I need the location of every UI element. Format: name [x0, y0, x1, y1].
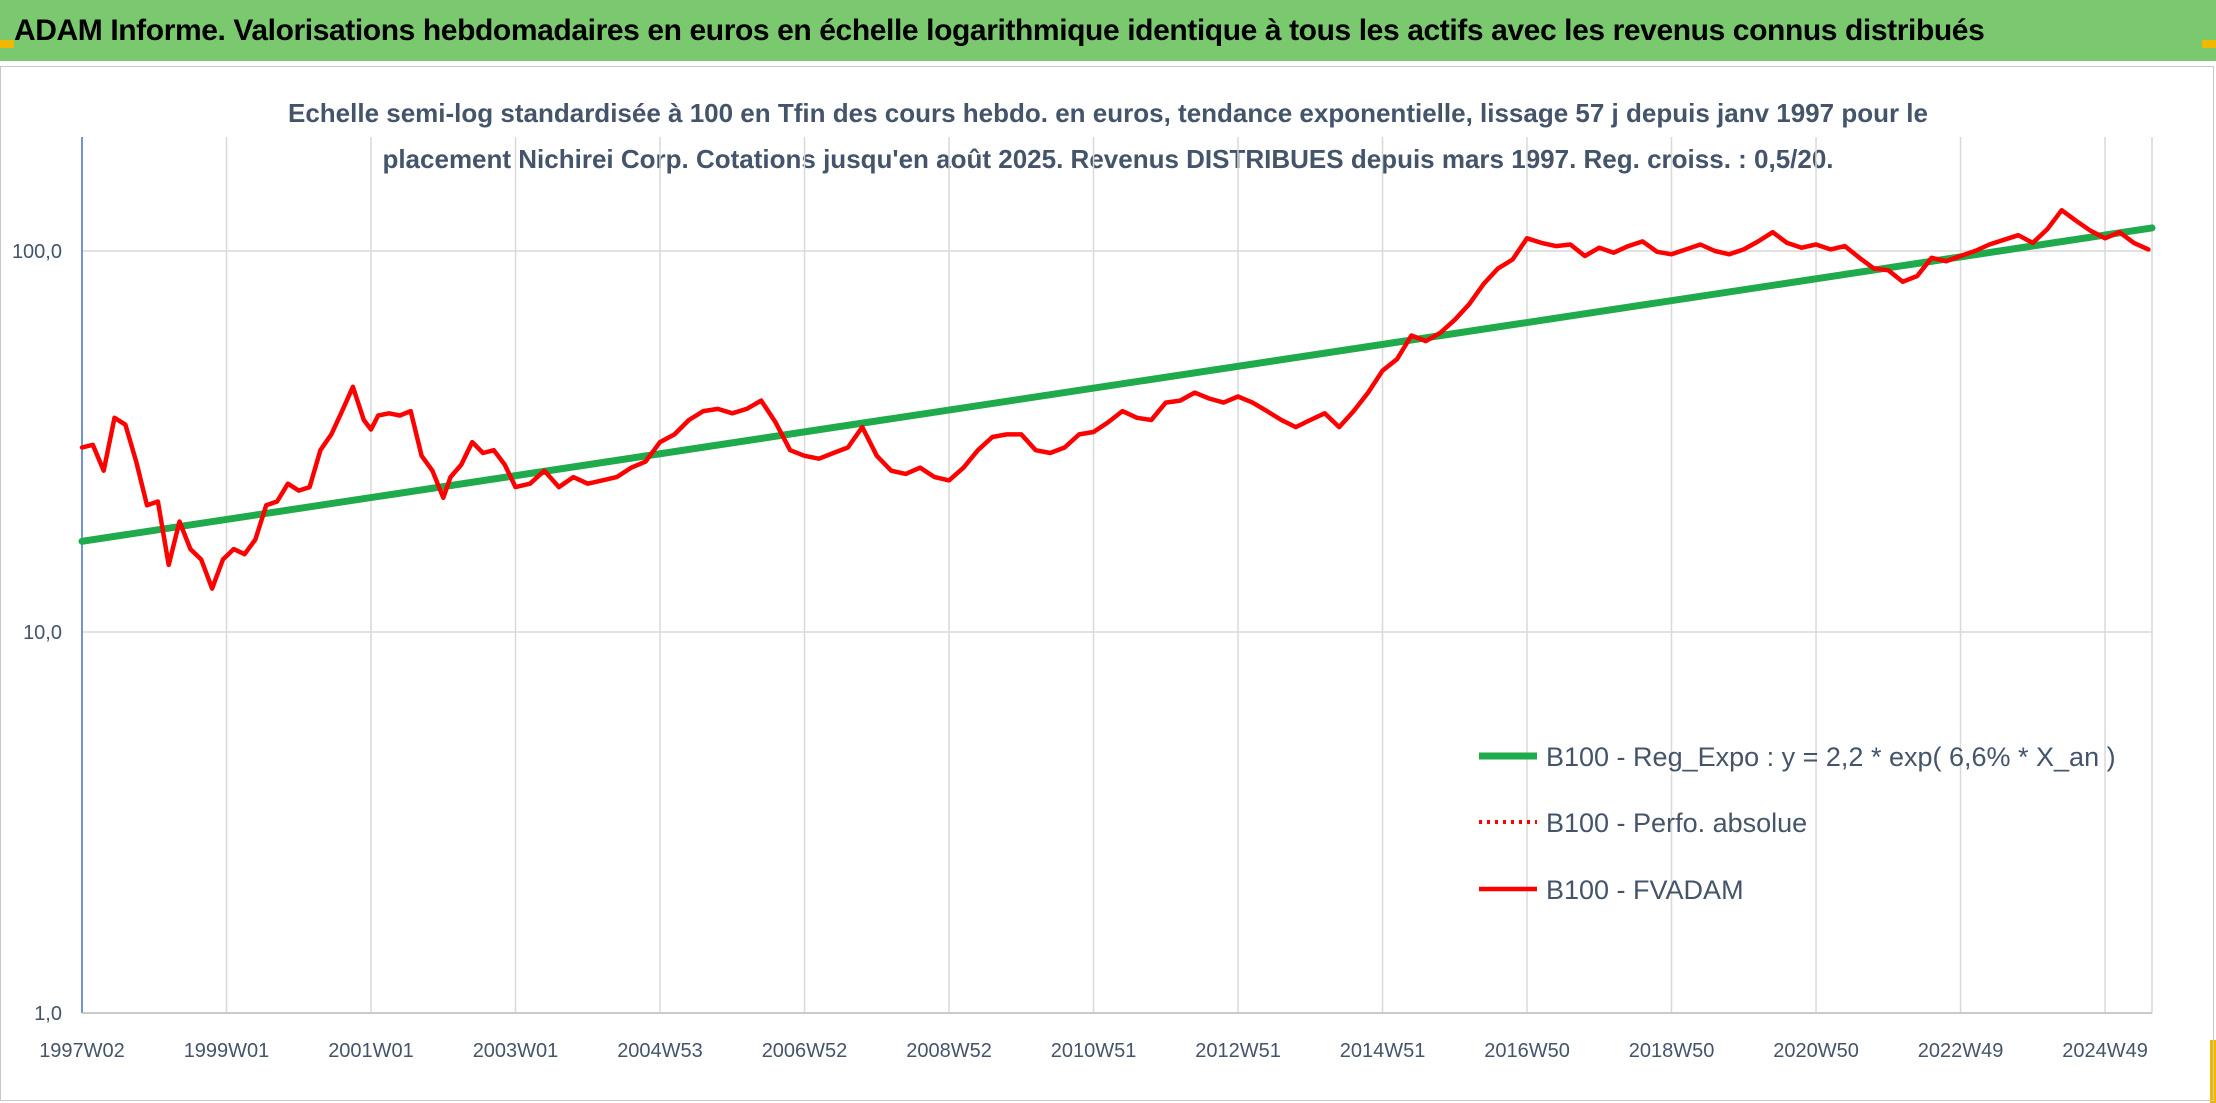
chart-subtitle-line-1: Echelle semi-log standardisée à 100 en T…	[287, 98, 1928, 128]
gridlines	[82, 137, 2153, 1014]
x-tick-label: 2010W51	[1051, 1040, 1137, 1062]
corner-accent-top-right	[2202, 40, 2216, 48]
x-tick-label: 1997W02	[39, 1040, 125, 1062]
y-tick-label: 100,0	[12, 241, 62, 263]
x-tick-label: 2006W52	[762, 1040, 848, 1062]
fvadam-line	[79, 207, 2151, 591]
x-tick-label: 2016W50	[1484, 1040, 1570, 1062]
y-tick-labels: 1,0 10,0 100,0	[12, 241, 62, 1025]
x-tick-label: 2001W01	[328, 1040, 414, 1062]
legend-item-perfo-absolue: B100 - Perfo. absolue	[1546, 808, 1807, 838]
chart-subtitle-line-2: placement Nichirei Corp. Cotations jusqu…	[382, 144, 1834, 174]
x-tick-labels: 1997W02 1999W01 2001W01 2003W01 2004W53 2006W…	[39, 1040, 2148, 1062]
x-tick-label: 2018W50	[1629, 1040, 1715, 1062]
x-tick-label: 2004W53	[617, 1040, 703, 1062]
x-tick-label: 1999W01	[184, 1040, 270, 1062]
axes	[81, 137, 2152, 1014]
legend-item-fvadam: B100 - FVADAM	[1546, 875, 1744, 905]
report-title: ADAM Informe. Valorisations hebdomadaire…	[14, 13, 1985, 47]
x-tick-label: 2022W49	[1918, 1040, 2004, 1062]
chart-frame	[0, 66, 2214, 1101]
corner-accent-top-left	[0, 40, 14, 48]
x-tick-label: 2008W52	[906, 1040, 992, 1062]
y-tick-label: 10,0	[23, 622, 62, 644]
regression-line	[78, 224, 2156, 545]
legend-item-regression: B100 - Reg_Expo : y = 2,2 * exp( 6,6% * …	[1546, 742, 2116, 772]
x-tick-label: 2014W51	[1340, 1040, 1426, 1062]
y-tick-label: 1,0	[34, 1003, 62, 1025]
x-tick-label: 2003W01	[473, 1040, 559, 1062]
series-layer	[78, 207, 2156, 591]
x-tick-label: 2024W49	[2062, 1040, 2148, 1062]
legend: B100 - Reg_Expo : y = 2,2 * exp( 6,6% * …	[1479, 742, 2116, 905]
x-tick-label: 2020W50	[1773, 1040, 1859, 1062]
x-tick-label: 2012W51	[1195, 1040, 1281, 1062]
report-header: ADAM Informe. Valorisations hebdomadaire…	[0, 0, 2216, 61]
